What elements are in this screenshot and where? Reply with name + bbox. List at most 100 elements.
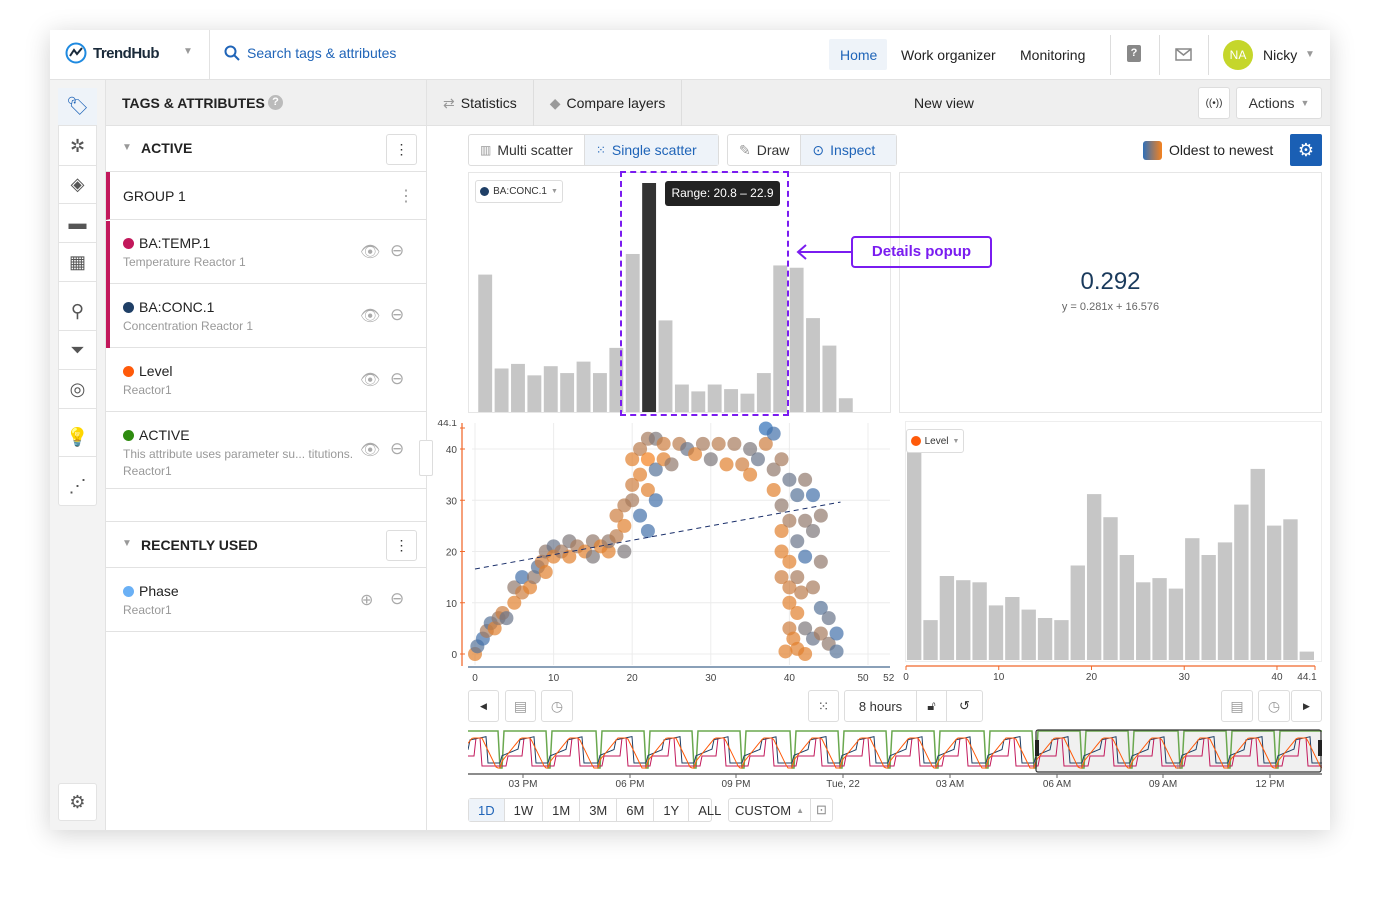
section-recently-used[interactable]: ▼ RECENTLY USED ⋮ xyxy=(106,521,427,568)
histogram-bar[interactable] xyxy=(1234,504,1249,660)
range-button-3m[interactable]: 3M xyxy=(580,799,618,821)
clock-end-icon[interactable]: ◷ xyxy=(1258,690,1290,722)
range-button-all[interactable]: ALL xyxy=(698,802,722,818)
scatter-point[interactable] xyxy=(813,626,828,641)
histogram-bar[interactable] xyxy=(1136,582,1151,660)
scatter-point[interactable] xyxy=(633,442,648,456)
scatter-point[interactable] xyxy=(507,595,522,610)
inspect-button[interactable]: ⊙ Inspect xyxy=(801,135,896,165)
nav-work-organizer[interactable]: Work organizer xyxy=(901,47,996,63)
scatter-point[interactable] xyxy=(829,644,844,659)
list-item[interactable]: BA:CONC.1 Concentration Reactor 1 👁︎ ⊖ xyxy=(106,284,427,348)
histogram-bar[interactable] xyxy=(691,391,706,412)
scatter-point[interactable] xyxy=(774,524,789,538)
duration-value[interactable]: 8 hours xyxy=(845,691,917,721)
scatter-point[interactable] xyxy=(703,452,718,467)
scatter-point[interactable] xyxy=(805,580,820,595)
scatter-point[interactable] xyxy=(648,493,663,508)
help-circle-icon[interactable]: ? xyxy=(268,95,283,110)
scatter-point[interactable] xyxy=(790,606,805,620)
history-icon[interactable]: ↺ xyxy=(959,698,970,713)
scatter-point[interactable] xyxy=(805,524,820,538)
mail-icon[interactable] xyxy=(1175,48,1192,61)
clock-start-icon[interactable]: ◷ xyxy=(541,690,573,722)
histogram-bar[interactable] xyxy=(756,373,771,412)
layers-icon[interactable]: ◈ xyxy=(58,166,97,204)
histogram-bar[interactable] xyxy=(956,580,971,660)
scatter-point[interactable] xyxy=(648,462,663,477)
remove-circle-icon[interactable]: ⊖ xyxy=(390,439,405,458)
scatter-point[interactable] xyxy=(813,508,828,523)
histogram-bar[interactable] xyxy=(625,253,640,412)
histogram-bar[interactable] xyxy=(592,373,607,412)
scatter-point[interactable] xyxy=(585,549,600,564)
histogram-bar[interactable] xyxy=(1086,494,1102,660)
scatter-point[interactable] xyxy=(813,554,828,569)
scatter-point[interactable] xyxy=(695,436,710,451)
scatter-point[interactable] xyxy=(609,508,624,523)
scatter-zoom-icon[interactable]: ⁙ xyxy=(808,690,839,722)
histogram-bar[interactable] xyxy=(642,183,657,412)
help-icon[interactable]: ? xyxy=(1127,45,1141,62)
scatter-point[interactable] xyxy=(805,488,820,503)
scatter-point[interactable] xyxy=(743,442,758,456)
scatter-point[interactable] xyxy=(640,524,655,538)
scatter-point[interactable] xyxy=(617,544,632,559)
histogram-bar[interactable] xyxy=(939,576,955,660)
remove-circle-icon[interactable]: ⊖ xyxy=(390,369,405,388)
scatter-point[interactable] xyxy=(782,472,797,487)
histogram-bar[interactable] xyxy=(789,267,804,412)
scatter-point[interactable] xyxy=(719,457,734,472)
logo-dropdown-caret-icon[interactable]: ▼ xyxy=(183,46,193,57)
series-select[interactable]: Level ▼ xyxy=(906,429,964,453)
scatter-point[interactable] xyxy=(798,647,813,661)
scatter-point[interactable] xyxy=(617,518,632,533)
histogram-bar[interactable] xyxy=(707,384,722,412)
nav-monitoring[interactable]: Monitoring xyxy=(1020,47,1086,63)
user-name[interactable]: Nicky xyxy=(1263,47,1298,63)
scatter-point[interactable] xyxy=(766,426,781,441)
scatter-point[interactable] xyxy=(798,513,813,528)
histogram-bar[interactable] xyxy=(923,620,938,660)
scatter-point[interactable] xyxy=(750,452,765,467)
fingerprint-icon[interactable]: ◎ xyxy=(58,371,97,409)
window-left-handle[interactable] xyxy=(1035,740,1039,756)
histogram-bar[interactable] xyxy=(1217,542,1233,660)
scatter-point[interactable] xyxy=(499,611,514,626)
scatter-point[interactable] xyxy=(782,580,797,595)
histogram-bar[interactable] xyxy=(1152,578,1167,660)
scatter-point[interactable] xyxy=(782,513,797,528)
filter-icon[interactable]: ⏷ xyxy=(58,332,97,370)
nav-home[interactable]: Home xyxy=(840,47,878,63)
section-active[interactable]: ▼ ACTIVE ⋮ xyxy=(106,126,427,172)
scatter-point[interactable] xyxy=(798,472,813,487)
remove-circle-icon[interactable]: ⊖ xyxy=(390,241,405,260)
window-right-handle[interactable] xyxy=(1318,740,1322,756)
scatter-point[interactable] xyxy=(829,626,844,641)
scatter-point[interactable] xyxy=(601,544,616,559)
scrollbar-handle[interactable] xyxy=(419,440,433,476)
histogram-bar[interactable] xyxy=(740,393,755,412)
histogram-bar[interactable] xyxy=(576,361,591,412)
scatter-point[interactable] xyxy=(821,611,836,626)
scatter-point[interactable] xyxy=(538,565,553,579)
scatter-point[interactable] xyxy=(640,483,655,497)
histogram-bar[interactable] xyxy=(1037,618,1053,660)
scatter-point[interactable] xyxy=(813,600,828,615)
histogram-bar[interactable] xyxy=(724,389,739,412)
histogram-bar[interactable] xyxy=(478,274,493,412)
scatter-point[interactable] xyxy=(656,436,671,451)
scatter-point[interactable] xyxy=(743,467,758,482)
histogram-bar[interactable] xyxy=(543,366,558,412)
section-menu-button[interactable]: ⋮ xyxy=(386,530,417,561)
histogram-bar[interactable] xyxy=(1119,555,1135,660)
eye-icon[interactable]: 👁︎ xyxy=(360,308,381,325)
histogram-bar[interactable] xyxy=(494,368,509,412)
lock-icon[interactable]: 🔓︎ xyxy=(917,691,947,721)
draw-button[interactable]: ✎ Draw xyxy=(728,135,802,165)
scatter-point[interactable] xyxy=(766,483,781,497)
search-input[interactable]: Search tags & attributes xyxy=(224,45,396,61)
histogram-bar[interactable] xyxy=(838,398,853,412)
view-title[interactable]: New view xyxy=(914,95,974,111)
scatter-point[interactable] xyxy=(766,462,781,477)
